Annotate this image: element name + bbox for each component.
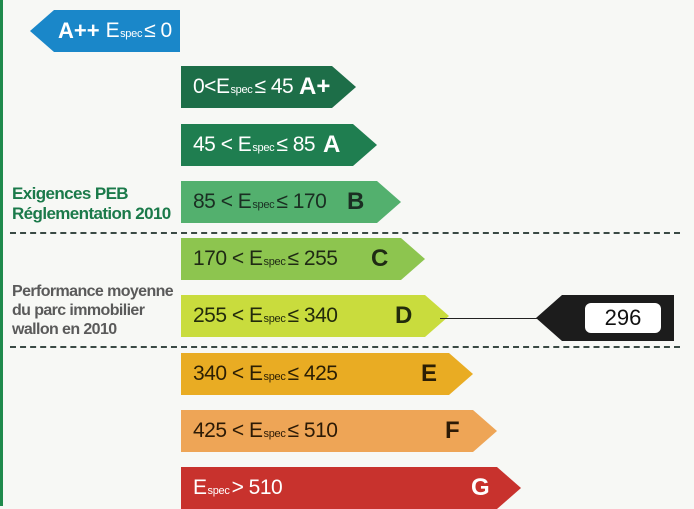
performance-moyenne-label: Performance moyenne du parc immobilier w… <box>12 283 174 338</box>
energy-class-letter: D <box>395 302 413 329</box>
energy-class-range: Espec> 510 <box>193 476 283 499</box>
energy-class-letter: C <box>371 245 389 272</box>
energy-class-letter: B <box>347 188 365 215</box>
energy-class-letter: A+ <box>299 73 331 100</box>
energy-class-range: 255 < Espec≤ 340 <box>193 304 338 327</box>
peb-requirement-divider <box>10 232 680 234</box>
energy-class-letter: E <box>421 360 438 387</box>
energy-class-letter: A++ <box>58 18 100 43</box>
energy-class-a-arrow: 45 < Espec≤ 85 A <box>181 124 377 166</box>
energy-class-range: 340 < Espec≤ 425 <box>193 362 338 385</box>
energy-class-range: 425 < Espec≤ 510 <box>193 419 338 442</box>
left-accent-stripe <box>0 0 3 506</box>
energy-class-c-arrow: 170 < Espec≤ 255 C <box>181 238 425 280</box>
energy-class-f-arrow: 425 < Espec≤ 510 F <box>181 410 497 452</box>
energy-class-range: 85 < Espec≤ 170 <box>193 190 327 213</box>
energy-class-range: 45 < Espec≤ 85 <box>193 133 316 156</box>
energy-class-letter: G <box>471 474 490 501</box>
energy-class-range: 170 < Espec≤ 255 <box>193 247 338 270</box>
indicator-connector-line <box>440 318 540 319</box>
energy-class-a-plus-plus-arrow: A++ Espec≤ 0 <box>30 10 180 52</box>
energy-class-letter: F <box>445 417 460 444</box>
exigences-peb-label: Exigences PEB Réglementation 2010 <box>12 184 171 223</box>
energy-class-b-arrow: 85 < Espec≤ 170 B <box>181 181 401 223</box>
energy-class-d-arrow: 255 < Espec≤ 340 D <box>181 295 449 337</box>
indicator-value-box: 296 <box>585 303 661 333</box>
energy-class-g-arrow: Espec> 510 G <box>181 467 521 509</box>
average-performance-divider <box>10 346 680 348</box>
energy-class-range: Espec≤ 0 <box>105 19 173 42</box>
energy-class-e-arrow: 340 < Espec≤ 425 E <box>181 353 473 395</box>
energy-class-range: 0<Espec≤ 45 <box>193 75 294 98</box>
energy-class-a-plus-arrow: 0<Espec≤ 45 A+ <box>181 66 356 108</box>
energy-class-letter: A <box>323 131 341 158</box>
